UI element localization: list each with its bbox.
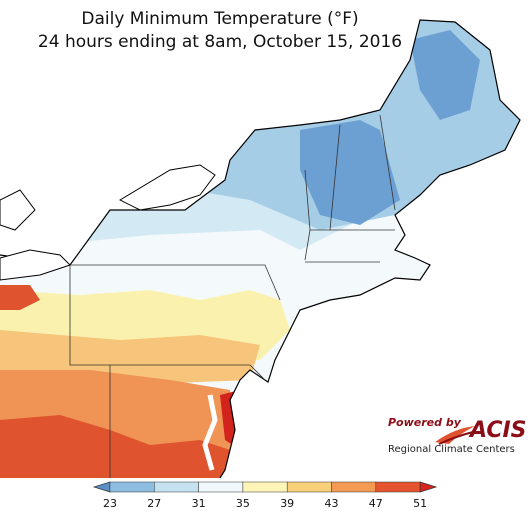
color-legend xyxy=(92,481,438,493)
legend-arrow-high xyxy=(419,481,438,493)
lake-ontario xyxy=(118,164,216,211)
legend-swatch xyxy=(331,481,377,493)
legend-swatch xyxy=(109,481,155,493)
swoosh-icon xyxy=(435,426,475,445)
temperature-map xyxy=(0,19,521,478)
acis-logo: Powered by ACIS Regional Climate Centers xyxy=(380,410,527,458)
logo-powered-by: Powered by xyxy=(388,416,461,429)
chesapeake-bay xyxy=(202,394,218,471)
legend-tick-label: 31 xyxy=(191,497,206,510)
legend-swatch xyxy=(375,481,421,493)
logo-subtitle: Regional Climate Centers xyxy=(388,444,515,455)
legend-tick-label: 27 xyxy=(147,497,162,510)
legend-arrow-low xyxy=(92,481,111,493)
coastline xyxy=(0,19,521,478)
map-title: Daily Minimum Temperature (°F) 24 hours … xyxy=(0,8,440,54)
title-line-1: Daily Minimum Temperature (°F) xyxy=(81,9,359,29)
logo-name: ACIS xyxy=(470,418,527,443)
legend-swatch xyxy=(242,481,288,493)
legend-swatch xyxy=(154,481,199,493)
lake-huron xyxy=(0,189,36,231)
legend-tick-label: 51 xyxy=(413,497,428,510)
legend-tick-label: 35 xyxy=(235,497,250,510)
legend-bar xyxy=(92,481,438,493)
title-line-2: 24 hours ending at 8am, October 15, 2016 xyxy=(37,32,403,52)
legend-tick-label: 47 xyxy=(368,497,383,510)
legend-tick-label: 43 xyxy=(324,497,339,510)
legend-swatch xyxy=(286,481,332,493)
legend-tick-label: 39 xyxy=(280,497,295,510)
legend-tick-label: 23 xyxy=(103,497,117,510)
state-borders xyxy=(69,114,396,478)
legend-swatch xyxy=(198,481,244,493)
